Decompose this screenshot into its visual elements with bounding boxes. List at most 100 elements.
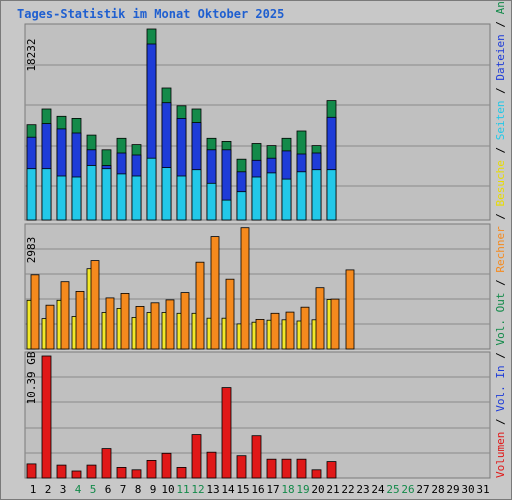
- x-tick-label: 6: [105, 483, 112, 496]
- bar-rechner-10: [165, 299, 175, 350]
- x-tick-label: 25: [386, 483, 399, 496]
- x-tick-label: 4: [75, 483, 82, 496]
- bar-rechner-5: [90, 260, 100, 350]
- x-tick-label: 15: [236, 483, 249, 496]
- bar-volumen-19: [296, 458, 307, 479]
- bar-rechner-20: [315, 287, 325, 350]
- bar-volumen-21: [326, 461, 337, 479]
- y-max-label-volume: 10.39 GB: [25, 351, 38, 404]
- bar-rechner-4: [75, 290, 85, 350]
- bar-rechner-17: [270, 312, 280, 350]
- legend-sep: /: [494, 346, 507, 366]
- x-tick-label: 7: [120, 483, 127, 496]
- x-tick-label: 12: [191, 483, 204, 496]
- legend-besuche: Besuche: [494, 160, 507, 206]
- x-tick-label: 21: [326, 483, 339, 496]
- bar-volumen-4: [71, 470, 82, 479]
- bar-rechner-11: [180, 292, 190, 350]
- x-tick-label: 5: [90, 483, 97, 496]
- legend-sep: /: [494, 273, 507, 293]
- x-tick-label: 27: [416, 483, 429, 496]
- bar-seiten-19: [296, 171, 307, 221]
- bar-volumen-1: [26, 463, 37, 479]
- bar-seiten-16: [251, 176, 262, 221]
- x-tick-label: 17: [266, 483, 279, 496]
- bar-volumen-10: [161, 452, 172, 479]
- bar-seiten-10: [161, 167, 172, 221]
- y-axis-labels: 18232 2983 10.39 GB: [25, 38, 38, 404]
- legend-volumen: Volumen: [494, 432, 507, 478]
- x-tick-label: 10: [161, 483, 174, 496]
- bar-seiten-21: [326, 169, 337, 221]
- y-max-label-requests: 18232: [25, 38, 38, 71]
- y-max-label-visits: 2983: [25, 237, 38, 264]
- bar-rechner-3: [60, 281, 70, 350]
- bar-seiten-17: [266, 172, 277, 221]
- bar-rechner-18: [285, 311, 295, 350]
- x-tick-label: 16: [251, 483, 264, 496]
- x-tick-label: 11: [176, 483, 189, 496]
- bar-rechner-13: [210, 236, 220, 350]
- bar-seiten-18: [281, 178, 292, 221]
- x-axis-labels: 1 2 3 4 5 6 7 8 9 10 11 12 13 14 15 16 17 18 19 20 21 22 23 24 2…: [30, 483, 490, 496]
- x-tick-label: 20: [311, 483, 324, 496]
- bar-volumen-17: [266, 458, 277, 479]
- legend-sep: /: [494, 206, 507, 226]
- bar-volumen-3: [56, 464, 67, 479]
- bar-rechner-14: [225, 278, 235, 350]
- bar-volumen-18: [281, 458, 292, 479]
- bar-rechner-16: [255, 318, 265, 350]
- bar-volumen-9: [146, 459, 157, 479]
- bar-seiten-4: [71, 176, 82, 221]
- bar-seiten-20: [311, 169, 322, 221]
- legend-sep: /: [494, 140, 507, 160]
- x-tick-label: 22: [341, 483, 354, 496]
- panel-backgrounds: [24, 23, 491, 479]
- bar-seiten-12: [191, 169, 202, 221]
- legend-sep: /: [494, 81, 507, 101]
- bar-volumen-2: [41, 355, 52, 479]
- bar-seiten-5: [86, 165, 97, 221]
- bar-rechner-6: [105, 297, 115, 350]
- x-tick-label: 2: [45, 483, 52, 496]
- x-tick-label: 3: [60, 483, 67, 496]
- bar-seiten-7: [116, 173, 127, 221]
- bar-volumen-8: [131, 469, 142, 479]
- bar-seiten-2: [41, 168, 52, 221]
- x-tick-label: 9: [150, 483, 157, 496]
- x-tick-label: 30: [461, 483, 474, 496]
- x-tick-label: 13: [206, 483, 219, 496]
- x-tick-label: 14: [221, 483, 235, 496]
- bar-volumen-6: [101, 448, 112, 479]
- bar-volumen-13: [206, 451, 217, 479]
- bar-volumen-11: [176, 466, 187, 479]
- x-tick-label: 31: [476, 483, 489, 496]
- x-tick-label: 26: [401, 483, 414, 496]
- bar-seiten-6: [101, 168, 112, 221]
- bar-seiten-14: [221, 199, 232, 221]
- bar-volumen-20: [311, 469, 322, 479]
- legend-vol-in: Vol. In: [494, 365, 507, 411]
- bar-rechner-12: [195, 261, 205, 350]
- legend-seiten: Seiten: [494, 100, 507, 140]
- x-tick-label: 28: [431, 483, 444, 496]
- legend-vol-out: Vol. Out: [494, 293, 507, 346]
- legend-sep: /: [494, 412, 507, 432]
- legend-sep: /: [494, 14, 507, 34]
- bar-rechner-15: [240, 227, 250, 350]
- bar-volumen-5: [86, 464, 97, 479]
- bar-volumen-14: [221, 387, 232, 479]
- x-tick-label: 19: [296, 483, 309, 496]
- bar-rechner-19: [300, 306, 310, 350]
- bar-rechner-1: [30, 274, 40, 350]
- bar-volumen-15: [236, 455, 247, 479]
- x-tick-label: 18: [281, 483, 294, 496]
- x-tick-label: 1: [30, 483, 37, 496]
- legend-rechner: Rechner: [494, 226, 507, 273]
- bar-rechner-7: [120, 292, 130, 350]
- bar-rechner-2: [45, 304, 55, 350]
- bar-volumen-16: [251, 435, 262, 479]
- bar-seiten-1: [26, 168, 37, 221]
- x-tick-label: 23: [356, 483, 369, 496]
